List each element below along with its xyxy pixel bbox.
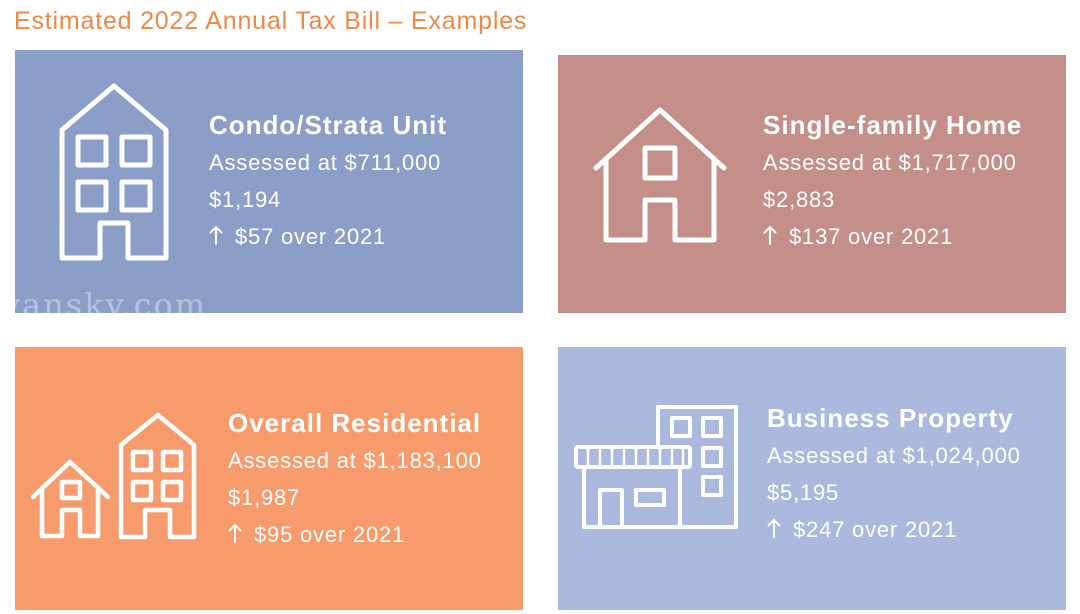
- property-type: Business Property: [767, 403, 1014, 433]
- assessed-value: Assessed at $1,024,000: [767, 443, 1021, 468]
- tax-change-text: $247 over 2021: [793, 517, 958, 542]
- house-icon: [593, 107, 727, 243]
- property-type: Single-family Home: [763, 110, 1023, 140]
- up-arrow-icon: [209, 226, 223, 245]
- up-arrow-icon: [763, 226, 777, 245]
- tax-change-text: $95 over 2021: [254, 522, 406, 547]
- assessed-value: Assessed at $711,000: [209, 150, 442, 175]
- tax-change-text: $57 over 2021: [235, 224, 387, 249]
- page-title: Estimated 2022 Annual Tax Bill – Example…: [14, 7, 528, 35]
- up-arrow-icon: [228, 524, 242, 543]
- card-info: Single-family Home Assessed at $1,717,00…: [763, 107, 1022, 255]
- tax-change: $57 over 2021: [209, 218, 447, 255]
- house-and-condo-icon: [30, 412, 197, 540]
- card-single-family-home: Single-family Home Assessed at $1,717,00…: [558, 55, 1066, 313]
- card-info: Overall Residential Assessed at $1,183,1…: [228, 405, 482, 553]
- card-info: Condo/Strata Unit Assessed at $711,000 $…: [209, 107, 447, 255]
- assessed-value: Assessed at $1,183,100: [228, 448, 482, 473]
- tax-amount: $2,883: [763, 187, 836, 212]
- assessed-value: Assessed at $1,717,000: [763, 150, 1017, 175]
- tax-amount: $1,987: [228, 485, 301, 510]
- tax-amount: $1,194: [209, 187, 282, 212]
- tax-change: $137 over 2021: [763, 218, 1022, 255]
- card-business-property: Business Property Assessed at $1,024,000…: [558, 347, 1066, 610]
- property-type: Overall Residential: [228, 408, 482, 438]
- tax-change-text: $137 over 2021: [789, 224, 954, 249]
- property-type: Condo/Strata Unit: [209, 110, 447, 140]
- tax-change: $95 over 2021: [228, 516, 482, 553]
- up-arrow-icon: [767, 519, 781, 538]
- tax-amount: $5,195: [767, 480, 840, 505]
- storefront-building-icon: [574, 405, 738, 529]
- tax-change: $247 over 2021: [767, 511, 1021, 548]
- card-info: Business Property Assessed at $1,024,000…: [767, 400, 1021, 548]
- card-overall-residential: Overall Residential Assessed at $1,183,1…: [15, 347, 523, 610]
- condo-building-icon: [59, 83, 169, 261]
- card-condo-strata-unit: Condo/Strata Unit Assessed at $711,000 $…: [15, 50, 523, 313]
